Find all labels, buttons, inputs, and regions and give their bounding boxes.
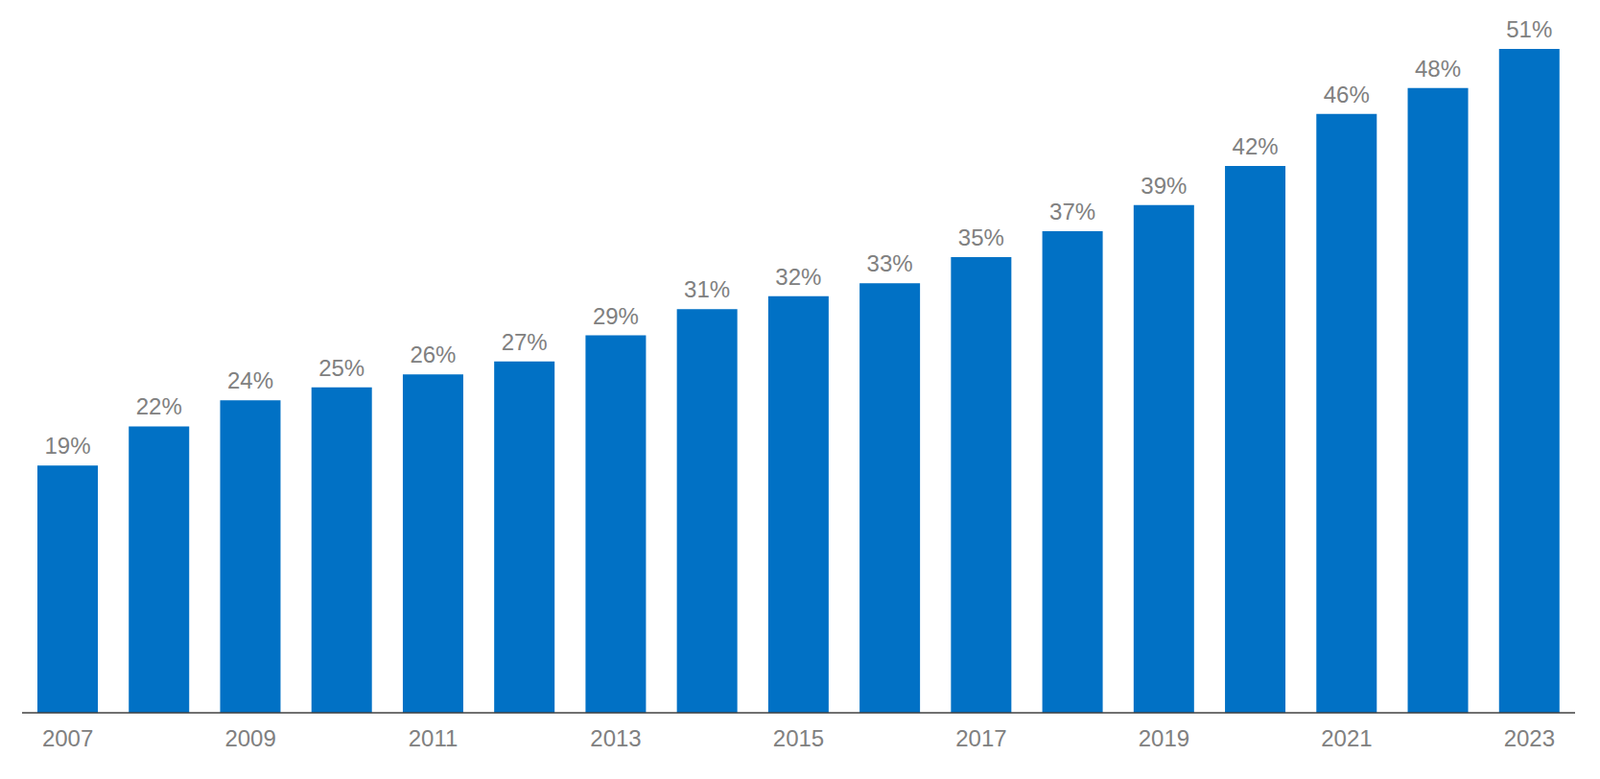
svg-text:24%: 24% — [227, 367, 274, 394]
svg-text:46%: 46% — [1323, 81, 1370, 108]
svg-text:2021: 2021 — [1320, 725, 1372, 752]
svg-text:2015: 2015 — [773, 725, 824, 752]
svg-text:31%: 31% — [683, 276, 730, 303]
svg-text:2013: 2013 — [589, 725, 641, 752]
svg-text:39%: 39% — [1140, 172, 1187, 199]
svg-text:2017: 2017 — [955, 725, 1007, 752]
svg-text:32%: 32% — [775, 263, 822, 290]
svg-text:33%: 33% — [867, 250, 914, 277]
svg-text:29%: 29% — [592, 303, 639, 330]
svg-text:42%: 42% — [1232, 133, 1279, 160]
svg-text:2009: 2009 — [224, 725, 276, 752]
svg-text:48%: 48% — [1414, 55, 1461, 82]
svg-text:2019: 2019 — [1138, 725, 1190, 752]
svg-text:22%: 22% — [136, 393, 183, 420]
svg-text:37%: 37% — [1049, 198, 1096, 225]
svg-text:2023: 2023 — [1504, 725, 1555, 752]
svg-text:25%: 25% — [318, 354, 365, 381]
svg-text:2007: 2007 — [42, 725, 94, 752]
svg-text:2011: 2011 — [408, 725, 459, 752]
svg-text:19%: 19% — [44, 432, 91, 459]
svg-text:27%: 27% — [501, 329, 548, 355]
svg-text:35%: 35% — [958, 224, 1005, 251]
svg-text:26%: 26% — [409, 341, 456, 368]
svg-text:51%: 51% — [1505, 16, 1553, 43]
